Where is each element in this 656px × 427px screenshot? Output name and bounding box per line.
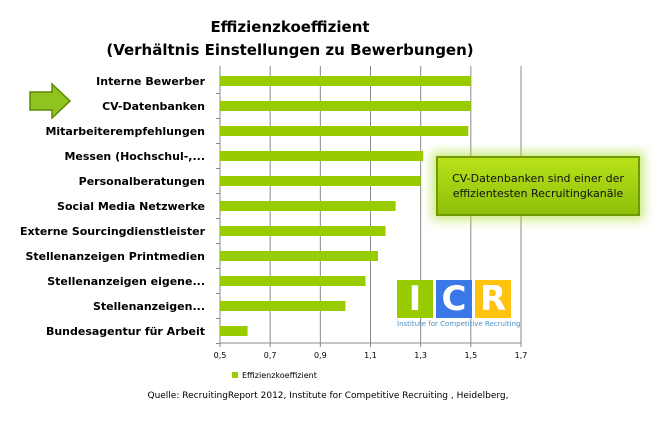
- category-label: Externe Sourcingdienstleister: [20, 225, 206, 238]
- category-label: Messen (Hochschul-,...: [64, 150, 205, 163]
- legend-label: Effizienzkoeffizient: [242, 371, 317, 380]
- bar: [220, 201, 396, 211]
- bar: [220, 251, 379, 261]
- bar: [220, 326, 248, 336]
- bar: [220, 301, 346, 311]
- bar: [220, 76, 471, 86]
- x-tick-label: 1,1: [364, 351, 377, 360]
- category-label: Stellenanzeigen eigene...: [47, 275, 205, 288]
- chart-title-line-2: (Verhältnis Einstellungen zu Bewerbungen…: [106, 41, 473, 59]
- category-label: Mitarbeiterempfehlungen: [45, 125, 205, 138]
- category-label: Stellenanzeigen...: [93, 300, 205, 313]
- category-label: Bundesagentur für Arbeit: [46, 325, 205, 338]
- category-label: Stellenanzeigen Printmedien: [25, 250, 205, 263]
- x-tick-label: 0,5: [214, 351, 227, 360]
- x-tick-label: 0,7: [264, 351, 277, 360]
- logo-letter-i: I: [397, 280, 433, 318]
- bar: [220, 276, 366, 286]
- category-label: Social Media Netzwerke: [57, 200, 205, 213]
- category-label: CV-Datenbanken: [102, 100, 205, 113]
- bar: [220, 176, 421, 186]
- bar: [220, 226, 386, 236]
- category-label: Interne Bewerber: [96, 75, 205, 88]
- x-tick-label: 1,7: [515, 351, 528, 360]
- bar: [220, 151, 424, 161]
- bar: [220, 101, 471, 111]
- logo-letter-r: R: [475, 280, 511, 318]
- bar: [220, 126, 469, 136]
- legend-swatch: [232, 372, 238, 378]
- x-tick-label: 1,3: [414, 351, 427, 360]
- category-label: Personalberatungen: [79, 175, 205, 188]
- chart-title-line-1: Effizienzkoeffizient: [210, 18, 369, 36]
- arrow-icon: [29, 82, 72, 120]
- source-note: Quelle: RecruitingReport 2012, Institute…: [147, 391, 508, 401]
- x-tick-label: 1,5: [464, 351, 477, 360]
- logo-subtitle: Institute for Competitive Recruiting: [397, 320, 521, 328]
- x-tick-label: 0,9: [314, 351, 327, 360]
- logo-letter-c: C: [436, 280, 472, 318]
- callout-box: CV-Datenbanken sind einer der effiziente…: [436, 156, 640, 216]
